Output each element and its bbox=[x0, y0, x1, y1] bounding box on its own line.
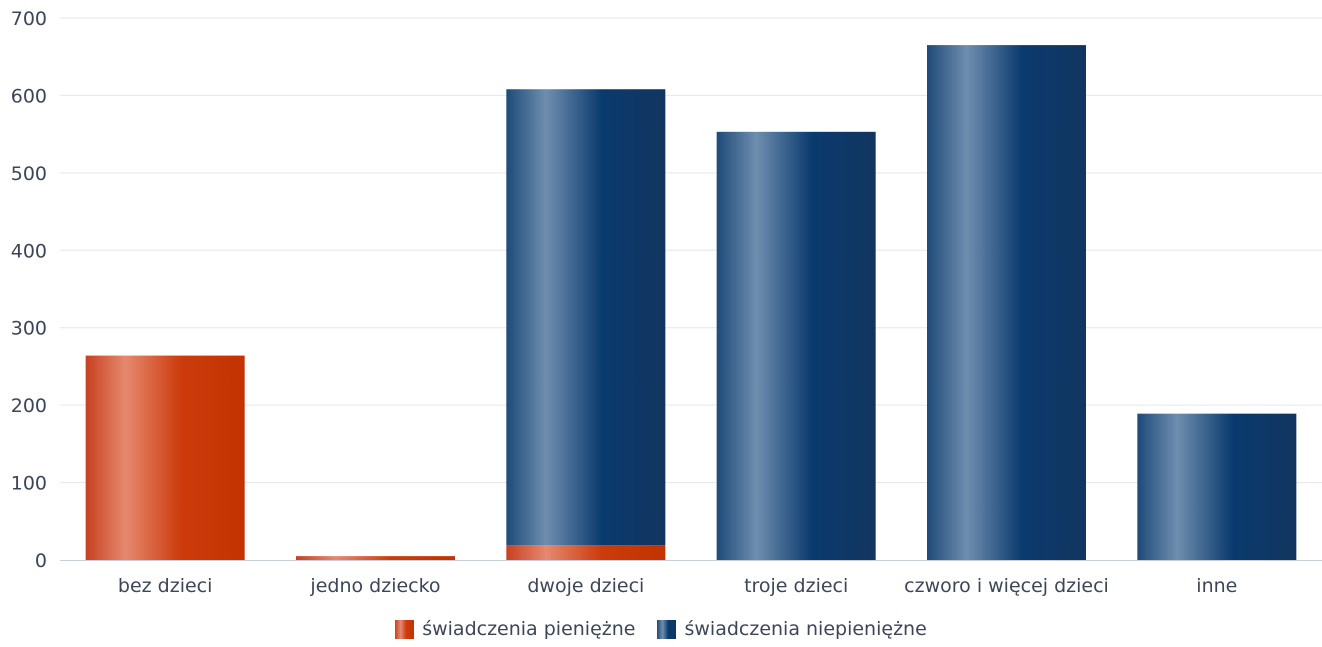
y-tick-label: 100 bbox=[11, 473, 47, 495]
y-tick-label: 200 bbox=[11, 395, 47, 417]
bar-pieniezne[interactable] bbox=[296, 556, 455, 560]
bar-niepieniezne[interactable] bbox=[506, 89, 666, 546]
x-tick-label: dwoje dzieci bbox=[527, 575, 644, 597]
bar-niepieniezne[interactable] bbox=[1137, 413, 1297, 560]
bar-chart: 0 100 200 300 400 500 600 700 bez dzieci jedno d… bbox=[11, 8, 1322, 597]
legend-swatch-niepieniezne bbox=[657, 619, 677, 639]
y-tick-label: 500 bbox=[11, 163, 47, 185]
y-axis: 0 100 200 300 400 500 600 700 bbox=[11, 8, 47, 572]
y-tick-label: 400 bbox=[11, 240, 47, 262]
legend-item-niepieniezne[interactable]: świadczenia niepieniężne bbox=[657, 618, 927, 640]
bar-pieniezne[interactable] bbox=[85, 355, 245, 560]
y-tick-label: 700 bbox=[11, 8, 47, 30]
legend-swatch-pieniezne bbox=[395, 619, 415, 639]
bar-niepieniezne[interactable] bbox=[716, 131, 876, 560]
x-tick-label: bez dzieci bbox=[118, 575, 213, 597]
bar-niepieniezne[interactable] bbox=[927, 45, 1086, 561]
grid-lines bbox=[60, 17, 1322, 484]
x-tick-label: troje dzieci bbox=[744, 575, 848, 597]
x-axis: bez dzieci jedno dziecko dwoje dzieci troje… bbox=[60, 560, 1322, 597]
x-tick-label: inne bbox=[1196, 575, 1237, 597]
bars bbox=[85, 45, 1297, 561]
legend-label-pieniezne: świadczenia pieniężne bbox=[422, 618, 636, 640]
bar-pieniezne[interactable] bbox=[506, 545, 666, 560]
legend-label-niepieniezne: świadczenia niepieniężne bbox=[684, 618, 927, 640]
x-tick-label: jedno dziecko bbox=[309, 575, 440, 597]
y-tick-label: 300 bbox=[11, 318, 47, 340]
legend-item-pieniezne[interactable]: świadczenia pieniężne bbox=[395, 618, 635, 640]
y-tick-label: 0 bbox=[35, 550, 47, 572]
legend: świadczenia pieniężne świadczenia niepie… bbox=[0, 618, 1322, 640]
x-tick-label: czworo i więcej dzieci bbox=[904, 575, 1109, 597]
y-tick-label: 600 bbox=[11, 85, 47, 107]
